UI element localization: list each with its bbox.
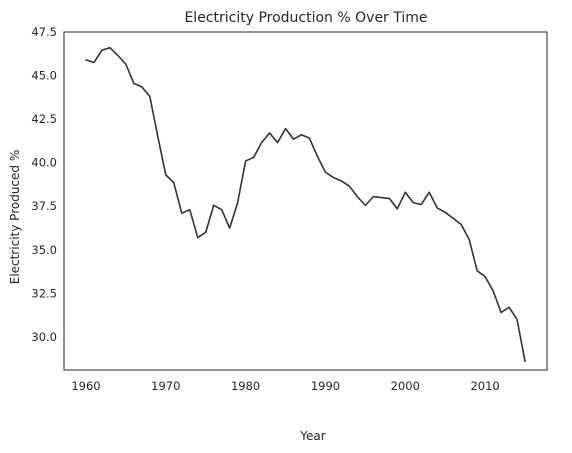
plot-frame — [63, 31, 548, 371]
y-tick-label: 45.0 — [31, 69, 57, 83]
y-tick-label: 30.0 — [31, 330, 57, 344]
y-axis-label: Electricity Produced % — [8, 150, 22, 285]
y-tick-label: 37.5 — [31, 199, 57, 213]
y-tick-label: 32.5 — [31, 286, 57, 300]
x-tick-label: 1960 — [71, 379, 100, 393]
x-tick-label: 1970 — [151, 379, 180, 393]
x-tick-label: 1990 — [311, 379, 340, 393]
y-axis-ticks: 30.0 32.5 35.0 37.5 40.0 42.5 45.0 47.5 — [31, 25, 57, 344]
x-axis-label: Year — [299, 429, 325, 443]
chart-title: Electricity Production % Over Time — [184, 10, 427, 26]
y-tick-label: 35.0 — [31, 243, 57, 257]
y-tick-label: 47.5 — [31, 25, 57, 39]
x-tick-label: 2010 — [470, 379, 499, 393]
y-tick-label: 40.0 — [31, 156, 57, 170]
series-line — [85, 46, 526, 363]
x-axis-ticks: 1960 1970 1980 1990 2000 2010 — [71, 379, 499, 393]
x-tick-label: 2000 — [391, 379, 420, 393]
x-tick-label: 1980 — [231, 379, 260, 393]
y-tick-label: 42.5 — [31, 112, 57, 126]
